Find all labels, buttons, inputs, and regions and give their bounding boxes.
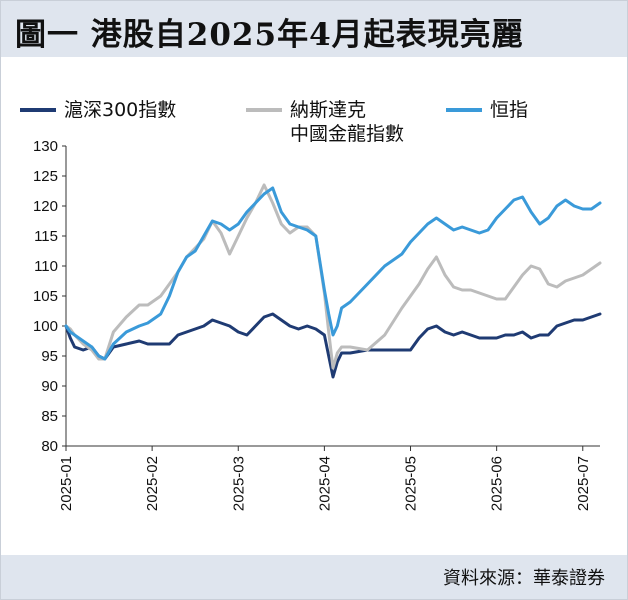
x-tick-label: 2025-07 <box>575 456 592 511</box>
y-tick-label: 130 <box>33 138 58 155</box>
legend-label-line: 納斯達克 <box>290 99 366 121</box>
y-tick-label: 105 <box>33 288 58 305</box>
legend-item-1: 納斯達克中國金龍指數 <box>246 99 404 145</box>
legend-item-0: 滬深300指數 <box>20 99 176 121</box>
legend-label: 滬深300指數 <box>64 99 176 121</box>
y-tick-label: 110 <box>34 258 58 275</box>
series-line-0 <box>64 312 602 379</box>
legend-label: 恒指 <box>490 99 528 121</box>
y-tick-label: 90 <box>41 378 58 395</box>
legend-item-2: 恒指 <box>446 99 528 121</box>
y-tick-label: 100 <box>33 318 58 335</box>
source-strip: 資料來源：華泰證券 <box>1 555 627 599</box>
y-tick-label: 95 <box>41 348 58 365</box>
y-tick-label: 85 <box>41 408 58 425</box>
x-tick-label: 2025-03 <box>230 456 247 511</box>
x-tick-label: 2025-06 <box>489 456 506 511</box>
y-axis: 80 85 90 95 100 105 110 115 120 125 130 <box>33 138 67 455</box>
y-tick-label: 125 <box>33 168 58 185</box>
x-axis: 2025-01 2025-02 2025-03 2025-04 2025-05 2025-… <box>58 445 600 511</box>
x-tick-label: 2025-05 <box>403 456 420 511</box>
series-lines <box>64 183 602 379</box>
x-tick-label: 2025-01 <box>58 456 75 511</box>
y-tick-label: 120 <box>33 198 58 215</box>
legend-label-line: 中國金龍指數 <box>290 123 404 145</box>
y-tick-label: 80 <box>41 438 58 455</box>
series-line-1 <box>64 183 602 370</box>
chart-title: 圖一 港股自2025年4月起表現亮麗 <box>15 17 524 53</box>
x-tick-label: 2025-04 <box>316 456 333 511</box>
legend: 滬深300指數 納斯達克中國金龍指數 恒指 <box>20 99 528 145</box>
y-tick-label: 115 <box>34 228 58 245</box>
series-line-2 <box>64 186 602 361</box>
source-note: 資料來源：華泰證券 <box>443 568 605 589</box>
title-bar: 圖一 港股自2025年4月起表現亮麗 <box>1 1 627 57</box>
legend-label: 納斯達克中國金龍指數 <box>290 99 404 145</box>
x-tick-label: 2025-02 <box>144 456 161 511</box>
